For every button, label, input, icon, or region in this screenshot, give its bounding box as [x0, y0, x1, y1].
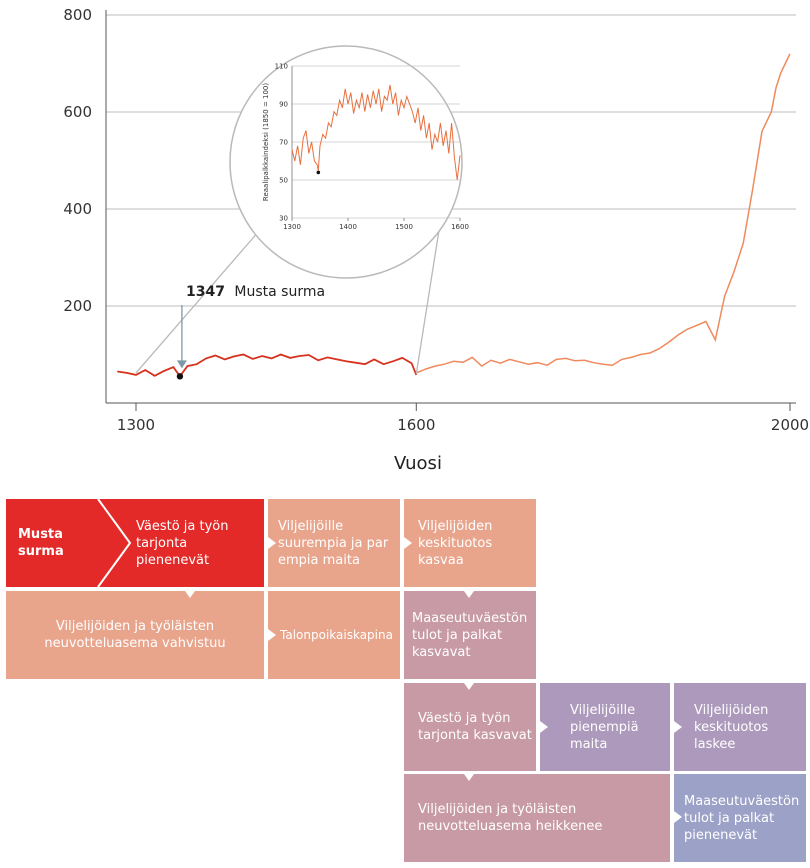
- arrow-right-icon: [674, 811, 682, 823]
- arrow-down-icon: [464, 683, 474, 690]
- y-tick-label: 400: [63, 200, 92, 218]
- box-population-falls: Väestö ja työn tarjonta pienenevät: [136, 499, 262, 587]
- label-incomes-rise: Maaseutuväestön tulot ja palkat kasvavat: [412, 610, 528, 660]
- inset-x-tick-label: 1500: [395, 223, 413, 231]
- arrow-right-icon: [540, 721, 548, 733]
- y-tick-label: 600: [63, 103, 92, 121]
- zoom-line-left: [135, 234, 257, 374]
- series-line-late: [416, 53, 791, 374]
- annotation-year: 1347: [186, 284, 225, 300]
- x-tick-label: 1300: [117, 416, 155, 434]
- label-output-falls: Viljelijöiden keskituotos laskee: [694, 702, 769, 752]
- inset-y-axis-label: Reaalipalkkaindeksi (1850 = 100): [262, 83, 270, 202]
- box-peasant-revolt: Talonpoikaiskapina: [268, 591, 400, 679]
- x-axis-ticks: 1300 1600 2000: [117, 403, 809, 434]
- arrow-down-icon: [464, 591, 474, 598]
- inset-series-line: [291, 84, 461, 181]
- box-output-rises: Viljelijöiden keskituotos kasvaa: [404, 499, 536, 587]
- annotation-arrow-head: [176, 360, 187, 369]
- label-incomes-fall: Maaseutuväestön tulot ja palkat pienenev…: [684, 793, 800, 843]
- box-more-land: Viljelijöille suurempia ja par empia mai…: [268, 499, 400, 587]
- inset-x-tick-label: 1300: [283, 223, 301, 231]
- box-bargaining-strengthens: Viljelijöiden ja työläisten neuvotteluas…: [6, 591, 264, 679]
- arrow-down-icon: [464, 774, 474, 781]
- label-output-rises: Viljelijöiden keskituotos kasvaa: [418, 518, 493, 568]
- arrow-right-icon: [674, 721, 682, 733]
- series-line-early: [117, 353, 418, 378]
- arrow-right-icon: [268, 629, 276, 641]
- y-tick-label: 800: [63, 6, 92, 24]
- label-bargaining-weakens: Viljelijöiden ja työläisten neuvotteluas…: [418, 802, 603, 834]
- x-tick-label: 2000: [771, 416, 809, 434]
- inset-y-tick-label: 30: [279, 215, 288, 223]
- inset-annotation-dot: [316, 170, 321, 175]
- y-axis-ticks: 200 400 600 800: [63, 6, 92, 315]
- wage-chart: 200 400 600 800 1300 1600 2000 Vuosi 30 50 70 90…: [63, 6, 809, 470]
- inset-y-tick-label: 70: [279, 139, 288, 147]
- label-black-death: Musta surma: [18, 527, 64, 559]
- box-incomes-rise: Maaseutuväestön tulot ja palkat kasvavat: [404, 591, 536, 679]
- label-population-falls: Väestö ja työn tarjonta pienenevät: [136, 518, 229, 568]
- inset-y-tick-label: 90: [279, 101, 288, 109]
- label-peasant-revolt: Talonpoikaiskapina: [280, 627, 393, 642]
- inset-x-tick-label: 1600: [451, 223, 469, 231]
- zoom-connector-lines: [135, 231, 440, 375]
- box-black-death: [6, 499, 264, 587]
- arrow-right-icon: [268, 537, 276, 549]
- zoom-line-right: [415, 231, 440, 375]
- inset-y-tick-label: 50: [279, 177, 288, 185]
- inset-x-tick-label: 1400: [339, 223, 357, 231]
- x-axis-label: Vuosi: [394, 453, 442, 470]
- box-incomes-fall: Maaseutuväestön tulot ja palkat pienenev…: [674, 774, 806, 862]
- label-more-land: Viljelijöille suurempia ja par empia mai…: [278, 518, 389, 568]
- inset-zoom: 30 50 70 90 110 1300 1400 1500 1600 Reaalipalkkai…: [229, 45, 469, 279]
- y-tick-label: 200: [63, 297, 92, 315]
- annotation-text: Musta surma: [234, 284, 325, 300]
- black-death-annotation: 1347 Musta surma: [176, 284, 325, 380]
- label-population-grows: Väestö ja työn tarjonta kasvavat: [418, 711, 532, 743]
- box-output-falls: Viljelijöiden keskituotos laskee: [674, 683, 806, 771]
- box-black-death-label: Musta surma: [18, 499, 108, 587]
- box-smaller-land: Viljelijöille pienempiä maita: [540, 683, 670, 771]
- label-smaller-land: Viljelijöille pienempiä maita: [570, 702, 639, 752]
- arrow-down-icon: [185, 591, 195, 598]
- annotation-label: 1347 Musta surma: [186, 284, 325, 300]
- series-group: [117, 53, 791, 378]
- arrow-right-icon: [404, 537, 412, 549]
- annotation-dot: [176, 373, 184, 380]
- x-tick-label: 1600: [397, 416, 435, 434]
- label-bargaining-strengthens: Viljelijöiden ja työläisten neuvotteluas…: [44, 619, 226, 651]
- box-bargaining-weakens: Viljelijöiden ja työläisten neuvotteluas…: [404, 774, 670, 862]
- inset-y-tick-label: 110: [275, 63, 288, 71]
- chevron-divider: [97, 499, 132, 587]
- box-population-grows: Väestö ja työn tarjonta kasvavat: [404, 683, 536, 771]
